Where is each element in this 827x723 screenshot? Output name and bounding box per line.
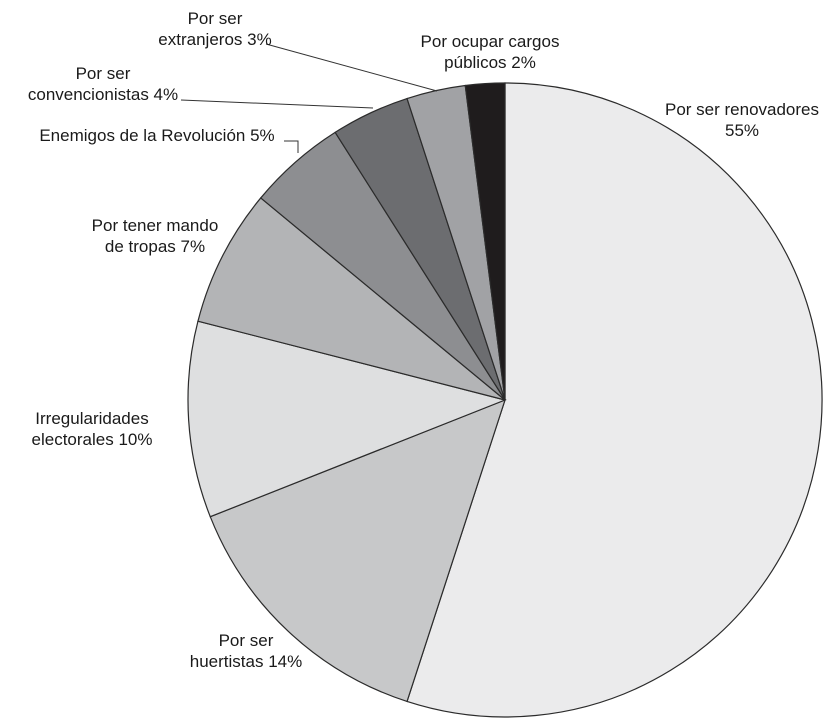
leader-line-por-ser-extranjeros <box>265 43 438 92</box>
leader-line-enemigos-de-la-revolucion <box>284 140 299 153</box>
leader-line-por-ser-convencionistas <box>180 99 374 109</box>
label-por-ser-convencionistas: Por ser convencionistas 4% <box>28 64 178 104</box>
label-por-ocupar-cargos-publicos: Por ocupar cargos públicos 2% <box>421 32 560 72</box>
slice-labels: Por ser renovadores 55% Por ser huertistas … <box>28 9 819 671</box>
slice-por-ocupar-cargos-publicos <box>464 82 506 401</box>
label-por-ser-huertistas: Por ser huertistas 14% <box>190 631 302 671</box>
leader-lines <box>180 43 438 153</box>
label-line: extranjeros 3% <box>158 30 271 49</box>
label-line: convencionistas 4% <box>28 85 178 104</box>
label-line: de tropas 7% <box>105 237 205 256</box>
label-line: Por ocupar cargos <box>421 32 560 51</box>
slice-por-ser-renovadores <box>406 82 823 718</box>
label-por-ser-extranjeros: Por ser extranjeros 3% <box>158 9 271 49</box>
label-line: electorales 10% <box>32 430 153 449</box>
label-por-tener-mando-de-tropas: Por tener mando de tropas 7% <box>92 216 219 256</box>
label-line: Por ser <box>188 9 243 28</box>
label-line: Enemigos de la Revolución 5% <box>39 126 274 145</box>
slice-por-ser-huertistas <box>209 398 506 703</box>
label-por-ser-renovadores: Por ser renovadores 55% <box>665 100 819 140</box>
label-line: huertistas 14% <box>190 652 302 671</box>
label-enemigos-de-la-revolucion: Enemigos de la Revolución 5% <box>39 126 274 145</box>
label-irregularidades-electorales: Irregularidades electorales 10% <box>32 409 153 449</box>
slice-por-tener-mando-de-tropas <box>197 197 506 401</box>
label-line: Por ser <box>76 64 131 83</box>
label-line: públicos 2% <box>444 53 536 72</box>
label-line: 55% <box>725 121 759 140</box>
pie-slices <box>187 82 823 718</box>
label-line: Irregularidades <box>35 409 148 428</box>
slice-irregularidades-electorales <box>187 320 507 518</box>
label-line: Por ser <box>219 631 274 650</box>
label-line: Por ser renovadores <box>665 100 819 119</box>
label-line: Por tener mando <box>92 216 219 235</box>
